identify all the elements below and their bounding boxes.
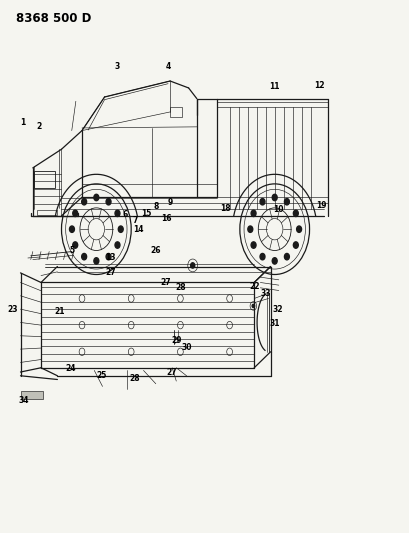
- Circle shape: [259, 254, 264, 260]
- Text: 28: 28: [175, 284, 185, 292]
- Text: 6: 6: [122, 210, 127, 219]
- Circle shape: [250, 210, 255, 216]
- Text: 26: 26: [150, 246, 161, 255]
- Circle shape: [72, 242, 77, 248]
- Circle shape: [81, 254, 86, 260]
- Circle shape: [70, 226, 74, 232]
- Circle shape: [94, 258, 99, 264]
- Bar: [37, 210, 56, 215]
- Circle shape: [106, 254, 111, 260]
- Text: 33: 33: [260, 289, 270, 297]
- Text: 2: 2: [36, 122, 41, 131]
- Text: 13: 13: [105, 254, 116, 262]
- Text: 24: 24: [65, 365, 76, 373]
- Text: 15: 15: [141, 209, 152, 217]
- Text: 11: 11: [269, 82, 279, 91]
- Circle shape: [115, 210, 120, 216]
- Text: 8: 8: [153, 203, 158, 211]
- Text: 21: 21: [54, 308, 65, 316]
- Text: 10: 10: [273, 205, 283, 214]
- Text: 18: 18: [220, 205, 230, 213]
- Circle shape: [284, 254, 289, 260]
- Text: 29: 29: [171, 336, 181, 344]
- Circle shape: [296, 226, 301, 232]
- Text: 27: 27: [105, 269, 116, 277]
- FancyBboxPatch shape: [20, 391, 43, 399]
- Circle shape: [293, 210, 298, 216]
- Circle shape: [94, 195, 99, 201]
- Text: 27: 27: [166, 368, 176, 376]
- Text: 3: 3: [114, 62, 119, 71]
- Text: 8368 500 D: 8368 500 D: [16, 12, 92, 25]
- Circle shape: [272, 195, 276, 201]
- Text: 4: 4: [165, 62, 170, 71]
- Circle shape: [272, 258, 276, 264]
- Circle shape: [81, 198, 86, 205]
- Text: 27: 27: [160, 278, 171, 287]
- Text: 12: 12: [314, 81, 324, 90]
- Circle shape: [190, 263, 194, 268]
- Text: 25: 25: [96, 372, 107, 380]
- Text: 34: 34: [18, 397, 29, 405]
- Circle shape: [250, 242, 255, 248]
- Circle shape: [72, 210, 77, 216]
- Text: 31: 31: [269, 319, 279, 328]
- Text: 1: 1: [20, 118, 25, 127]
- Text: 16: 16: [160, 214, 171, 223]
- Circle shape: [284, 198, 289, 205]
- Text: 19: 19: [316, 201, 326, 209]
- Text: 23: 23: [8, 305, 18, 313]
- Text: 5: 5: [69, 246, 74, 255]
- Circle shape: [247, 226, 252, 232]
- Text: 9: 9: [167, 198, 172, 207]
- Circle shape: [252, 304, 254, 308]
- Text: 32: 32: [272, 305, 283, 313]
- Text: 28: 28: [129, 374, 139, 383]
- Circle shape: [293, 242, 298, 248]
- Circle shape: [115, 242, 120, 248]
- Text: 30: 30: [181, 343, 191, 352]
- Circle shape: [106, 198, 111, 205]
- Circle shape: [118, 226, 123, 232]
- Circle shape: [259, 198, 264, 205]
- Text: 22: 22: [248, 282, 259, 291]
- Text: 14: 14: [133, 225, 144, 233]
- Text: 7: 7: [132, 216, 138, 224]
